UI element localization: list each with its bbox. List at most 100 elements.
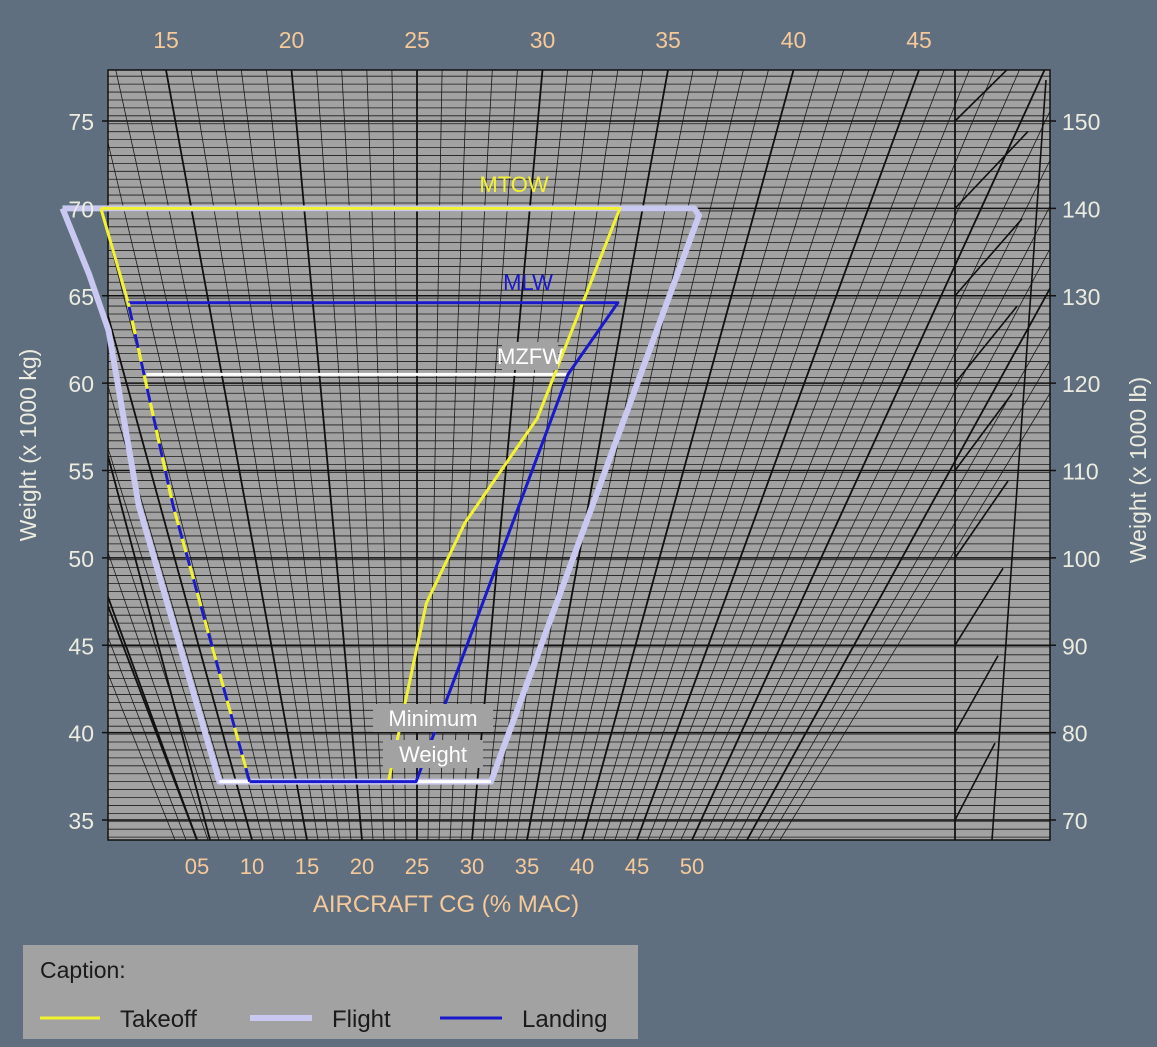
plot-frame: [107, 69, 1051, 841]
mac-line-thin: [603, 70, 845, 840]
mac-line-thin: [240, 70, 341, 840]
fuel-diagonal: [954, 305, 1018, 384]
y-tick-label-lb: 130: [1062, 284, 1100, 310]
mac-line-thin: [724, 205, 1050, 840]
y-tick-label-kg: 75: [68, 109, 94, 135]
x-tick-label-top: 30: [530, 27, 556, 53]
mac-line-thin: [316, 70, 374, 840]
x-tick-label-top: 20: [279, 27, 305, 53]
x-tick-label-bottom: 35: [515, 854, 539, 879]
mac-line-thin: [108, 636, 187, 840]
mac-line-thin: [647, 70, 945, 840]
series-landing: [128, 301, 620, 784]
series-shared-edge-landing: [126, 302, 252, 783]
mac-line-thin: [614, 70, 870, 840]
legend-item-flight: Flight: [332, 1006, 391, 1033]
y-axis-title-left: Weight (x 1000 kg): [15, 349, 41, 542]
x-tick-label-top: 40: [781, 27, 807, 53]
mac-line-thin: [702, 110, 1050, 840]
mac-line-thin: [592, 70, 819, 840]
y-tick-label-kg: 50: [68, 546, 94, 572]
fuel-curve: [991, 79, 1047, 840]
mac-line-major: [108, 312, 253, 840]
x-tick-label-bottom: 25: [405, 854, 429, 879]
y-tick-label-kg: 35: [68, 808, 94, 834]
x-tick-label-bottom: 40: [570, 854, 594, 879]
fuel-diagonal: [954, 480, 1009, 559]
mac-line-thin: [215, 70, 330, 840]
mzfw-label: MZFW: [497, 344, 563, 369]
y-tick-label-kg: 45: [68, 633, 94, 659]
mac-line-thin: [768, 359, 1050, 840]
mac-line-major: [165, 70, 308, 840]
y-tick-label-lb: 120: [1062, 371, 1100, 397]
legend-box: [23, 945, 638, 1039]
fuel-diagonal: [954, 70, 1008, 122]
mtow-label: MTOW: [479, 172, 548, 197]
minimum-weight-label-line2-background: [383, 740, 483, 768]
mac-line-thin: [266, 70, 352, 840]
mac-line-thin: [570, 70, 769, 840]
legend-item-takeoff: Takeoff: [120, 1006, 197, 1033]
mac-line-thin: [108, 140, 275, 840]
mac-line-thin: [115, 70, 286, 840]
mac-line-thin: [625, 70, 895, 840]
legend-item-landing: Landing: [522, 1006, 607, 1033]
mac-line-major: [581, 70, 795, 840]
mac-line-thin: [680, 70, 1020, 840]
x-axis-title: AIRCRAFT CG (% MAC): [313, 891, 579, 918]
x-tick-label-bottom: 20: [350, 854, 374, 879]
minimum-weight-label-line1-background: [373, 704, 493, 732]
mac-line-major: [108, 594, 198, 840]
mlw-label: MLW: [503, 270, 553, 295]
y-tick-label-lb: 100: [1062, 546, 1100, 572]
x-tick-label-top: 35: [655, 27, 681, 53]
plot-area: [108, 70, 1050, 840]
y-tick-label-lb: 90: [1062, 633, 1088, 659]
mac-line-thin: [493, 70, 594, 840]
fuel-diagonal: [954, 567, 1004, 646]
mac-line-thin: [108, 551, 209, 840]
y-tick-label-kg: 55: [68, 459, 94, 485]
y-tick-label-lb: 150: [1062, 109, 1100, 135]
mac-line-major: [746, 286, 1050, 840]
y-tick-label-lb: 140: [1062, 196, 1100, 222]
fuel-diagonal: [954, 742, 996, 821]
y-axis-title-right: Weight (x 1000 lb): [1125, 377, 1151, 563]
mac-line-major: [108, 452, 211, 840]
mac-line-thin: [140, 70, 297, 840]
mac-line-thin: [559, 70, 744, 840]
y-tick-label-kg: 40: [68, 721, 94, 747]
y-tick-label-lb: 110: [1062, 459, 1099, 485]
x-tick-label-bottom: 10: [240, 854, 264, 879]
fuel-diagonal: [954, 130, 1029, 209]
x-tick-label-bottom: 05: [185, 854, 209, 879]
mac-line-thin: [757, 324, 1050, 840]
minimum-weight-label-line2: Weight: [399, 742, 467, 767]
x-tick-label-bottom: 30: [460, 854, 484, 879]
mzfw-label-background: [502, 342, 558, 370]
fuel-diagonal: [954, 218, 1023, 297]
fuel-diagonal: [954, 393, 1013, 471]
fuel-diagonal: [954, 655, 999, 734]
mac-line-thin: [190, 70, 319, 840]
x-tick-label-bottom: 50: [680, 854, 704, 879]
mac-line-thin: [713, 159, 1050, 840]
mac-line-thin: [482, 70, 568, 840]
mac-line-thin: [669, 70, 995, 840]
series-takeoff: [100, 206, 622, 782]
x-tick-label-bottom: 15: [295, 854, 319, 879]
y-tick-label-lb: 80: [1062, 721, 1088, 747]
mac-line-thin: [735, 247, 1050, 840]
mac-line-thin: [537, 70, 694, 840]
mac-line-thin: [108, 446, 231, 840]
mac-line-major: [636, 70, 920, 840]
legend-title: Caption:: [40, 957, 126, 983]
y-tick-label-kg: 70: [68, 196, 94, 222]
mac-line-thin: [548, 70, 719, 840]
fuel-diagonal: [955, 0, 1037, 34]
y-tick-label-lb: 70: [1062, 808, 1088, 834]
x-tick-label-top: 45: [906, 27, 932, 53]
legend: Caption: Takeoff Flight Landing: [23, 945, 638, 1039]
